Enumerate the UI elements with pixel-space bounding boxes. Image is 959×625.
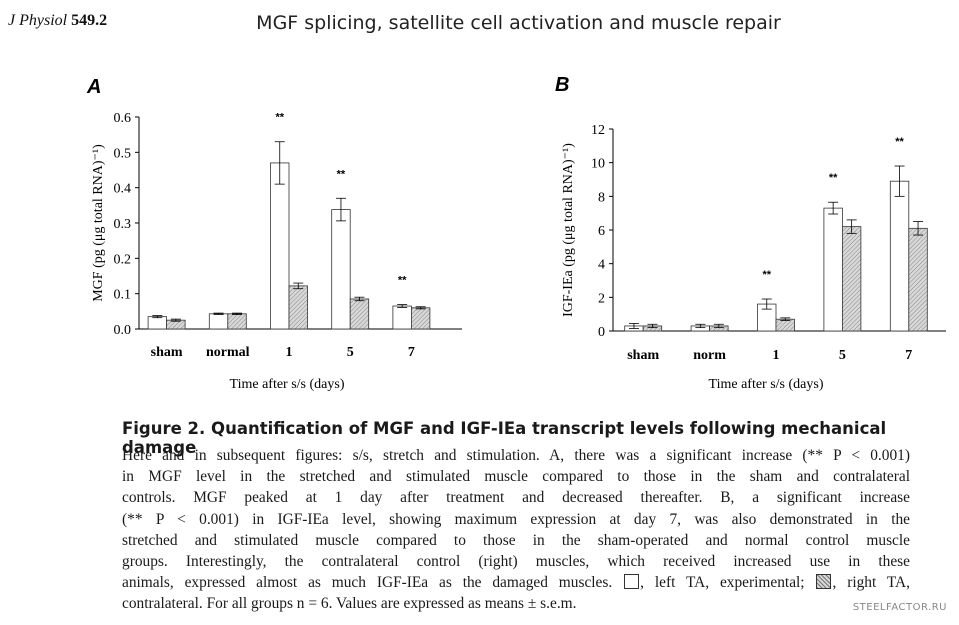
running-title: MGF splicing, satellite cell activation …: [256, 12, 781, 34]
open-bar-swatch: [624, 574, 640, 590]
bar-left-ta: [270, 162, 290, 330]
journal-reference: J Physiol 549.2: [8, 12, 107, 30]
category-label: 7: [905, 348, 912, 363]
y-tick-label: 0.3: [114, 217, 132, 232]
bar-right-ta: [227, 313, 247, 330]
bar-left-ta: [392, 305, 412, 330]
significance-marker: **: [337, 168, 346, 180]
figure-2-charts: A 0.0 0.1 0.2 0.3 0.4 0.5 0.6 MGF (pg (μg total …: [86, 74, 946, 392]
category-label: 1: [286, 345, 293, 360]
y-tick-label: 0.5: [114, 146, 132, 161]
panel-letter: A: [86, 76, 101, 98]
bar-right-ta: [288, 285, 308, 330]
caption-text: , right TA,: [832, 574, 910, 592]
bar-left-ta: [823, 207, 843, 332]
panel-a-chart: A 0.0 0.1 0.2 0.3 0.4 0.5 0.6 MGF (pg (μg total …: [86, 76, 462, 392]
y-tick-label: 0.6: [114, 111, 132, 126]
figure-caption-body: Here and in subsequent figures: s/s, str…: [122, 445, 910, 615]
category-label: normal: [206, 345, 250, 360]
y-tick-label: 12: [591, 123, 605, 138]
y-tick-label: 0.2: [114, 252, 132, 267]
bar-right-ta: [349, 298, 370, 330]
caption-line: controls. MGF peaked at 1 day after trea…: [122, 489, 910, 507]
bar-right-ta: [410, 307, 431, 330]
bar-left-ta: [208, 313, 229, 330]
category-label: 1: [773, 348, 780, 363]
y-tick-label: 4: [598, 258, 605, 273]
caption-line-legend: animals, expressed almost as much IGF-IE…: [122, 572, 910, 593]
bar-left-ta: [147, 316, 168, 330]
category-label: 7: [408, 345, 415, 360]
category-label: 5: [347, 345, 354, 360]
category-label: 5: [839, 348, 846, 363]
bar-left-ta: [889, 180, 910, 332]
bar-left-ta: [331, 209, 351, 330]
caption-line: in MGF level in the stretched and stimul…: [122, 468, 910, 486]
y-tick-label: 0.0: [114, 323, 132, 338]
y-tick-label: 10: [591, 157, 605, 172]
caption-line: contralateral. For all groups n = 6. Val…: [122, 595, 577, 613]
y-axis-label: MGF (pg (μg total RNA)⁻¹): [91, 144, 106, 302]
y-tick-label: 2: [598, 291, 605, 306]
significance-marker: **: [829, 172, 838, 184]
panel-b-chart: B 0 2 4 6 8 10 12 IGF-IEa (pg (μg total RNA)⁻¹) T…: [555, 74, 946, 392]
x-axis-label: Time after s/s (days): [230, 377, 345, 392]
caption-text: , left TA, experimental;: [640, 574, 805, 592]
watermark: STEELFACTOR.RU: [852, 602, 947, 613]
significance-marker: **: [275, 112, 284, 124]
significance-marker: **: [398, 275, 407, 287]
panel-letter: B: [555, 74, 569, 96]
hatched-bar-swatch: [816, 574, 832, 590]
y-tick-label: 8: [598, 190, 605, 205]
bar-right-ta: [842, 226, 862, 332]
caption-line: Here and in subsequent figures: s/s, str…: [122, 447, 910, 464]
category-label: norm: [693, 348, 726, 363]
x-axis-label: Time after s/s (days): [709, 377, 824, 392]
figure-caption-title: Figure 2. Quantification of MGF and IGF-…: [122, 419, 887, 457]
bar-right-ta: [908, 227, 928, 332]
y-axis-label: IGF-IEa (pg (μg total RNA)⁻¹): [561, 143, 576, 317]
significance-marker: **: [762, 269, 771, 281]
category-label: sham: [627, 348, 659, 363]
caption-line: (** P < 0.001) in IGF-IEa level, showing…: [122, 510, 910, 528]
y-tick-label: 0: [598, 325, 605, 340]
caption-line: groups. Interestingly, the contralateral…: [122, 553, 910, 571]
journal-name: J Physiol: [8, 12, 68, 29]
y-tick-label: 6: [598, 224, 605, 239]
caption-text: animals, expressed almost as much IGF-IE…: [122, 574, 613, 592]
y-tick-label: 0.1: [114, 288, 132, 303]
y-tick-label: 0.4: [114, 182, 132, 197]
journal-volume: 549.2: [71, 12, 108, 29]
bar-right-ta: [775, 318, 795, 332]
caption-line: stretched and stimulated muscle compared…: [122, 531, 910, 549]
significance-marker: **: [895, 136, 904, 148]
category-label: sham: [151, 345, 183, 360]
